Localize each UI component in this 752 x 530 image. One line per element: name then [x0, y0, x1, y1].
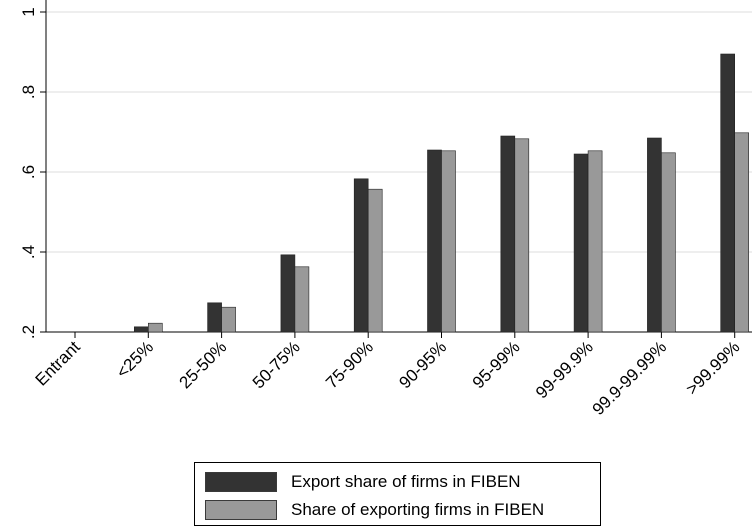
legend-item-export-share: Export share of firms in FIBEN [205, 471, 521, 493]
bar-export-share [427, 149, 442, 333]
bar-export-share [720, 53, 736, 333]
y-tick-label: .2 [19, 325, 38, 339]
bar-export-share [207, 302, 222, 333]
x-tick-label: 75-90% [322, 337, 377, 392]
bar-export-share [573, 153, 589, 333]
bar-exporting-firms [294, 266, 310, 333]
y-tick-label: .6 [19, 165, 38, 179]
bar-export-share [500, 135, 516, 333]
bar-exporting-firms [367, 188, 383, 333]
x-tick-label: <25% [113, 337, 158, 382]
bar-exporting-firms [587, 150, 603, 333]
legend-label-export-share: Export share of firms in FIBEN [291, 472, 521, 491]
bar-chart: .2 .4 .6 .8 1 Entrant <25% 25-50% 50-75% 75-90% 9… [19, 0, 752, 419]
legend-swatch-export-share [205, 472, 277, 492]
x-tick-label: 99.9-99.99% [589, 337, 671, 419]
x-tick-label: >99.99% [682, 337, 743, 398]
bar-export-share [353, 178, 369, 333]
bar-exporting-firms [441, 150, 456, 333]
bar-exporting-firms [148, 322, 163, 333]
x-tick-label: Entrant [32, 337, 84, 389]
axes [40, 0, 752, 338]
gridlines [46, 11, 752, 333]
x-tick-label: 90-95% [395, 337, 450, 392]
bar-exporting-firms [661, 152, 676, 333]
x-tick-label: 99-99.9% [532, 337, 597, 402]
legend-item-exporting-firms: Share of exporting firms in FIBEN [205, 499, 544, 521]
bar-exporting-firms [514, 138, 530, 333]
bar-export-share [647, 137, 662, 333]
legend: Export share of firms in FIBEN Share of … [194, 462, 601, 526]
x-tick-label: 95-99% [469, 337, 524, 392]
bars [134, 53, 750, 333]
legend-label-exporting-firms: Share of exporting firms in FIBEN [291, 500, 545, 519]
x-tick-labels: Entrant <25% 25-50% 50-75% 75-90% 90-95% 95-99… [32, 337, 744, 419]
y-tick-label: .4 [19, 245, 38, 259]
x-tick-label: 25-50% [176, 337, 231, 392]
y-tick-label: 1 [19, 7, 38, 16]
bar-export-share [134, 326, 149, 333]
bar-export-share [280, 254, 296, 333]
y-tick-label: .8 [19, 85, 38, 99]
x-tick-label: 50-75% [249, 337, 304, 392]
bar-exporting-firms [221, 306, 236, 333]
legend-swatch-exporting-firms [205, 500, 277, 520]
bar-exporting-firms [734, 132, 750, 333]
y-tick-labels: .2 .4 .6 .8 1 [19, 7, 38, 339]
